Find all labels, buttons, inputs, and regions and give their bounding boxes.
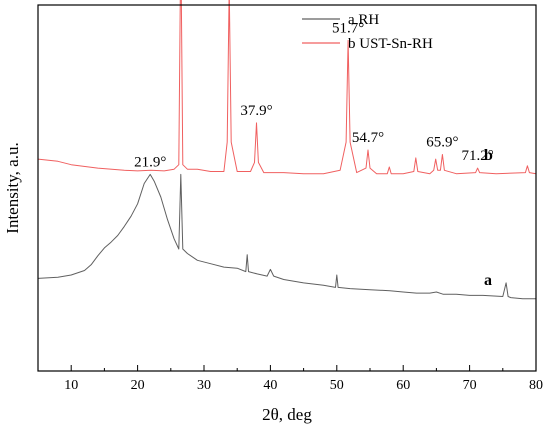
- x-tick-label: 80: [529, 378, 543, 393]
- peak-label: 71.2°: [461, 148, 493, 164]
- peak-label: 65.9°: [426, 135, 458, 151]
- legend: a RH b UST-Sn-RH: [302, 12, 433, 52]
- peak-label: 21.9°: [134, 154, 166, 170]
- x-axis-ticks: 10 20 30 40 50 60 70 80: [37, 365, 543, 393]
- x-axis-title: 2θ, deg: [262, 405, 312, 424]
- x-tick-label: 50: [330, 378, 344, 393]
- x-tick-label: 30: [197, 378, 211, 393]
- x-tick-label: 70: [463, 378, 477, 393]
- series-line-b: [37, 0, 537, 175]
- plot-area: [37, 0, 537, 300]
- plot-frame: [37, 4, 537, 372]
- curve-label-b: b: [484, 147, 493, 164]
- series-line-a: [37, 173, 536, 300]
- peak-annotations: 21.9°26.5°33.8°37.9°51.7°54.7°65.9°71.2°: [134, 20, 494, 170]
- x-tick-label: 40: [263, 378, 277, 393]
- x-tick-label: 20: [131, 378, 145, 393]
- x-tick-label: 10: [64, 378, 78, 393]
- peak-label: 51.7°: [332, 20, 364, 36]
- x-tick-label: 60: [396, 378, 410, 393]
- legend-label: a RH: [348, 12, 379, 28]
- curve-labels: ab: [484, 147, 493, 289]
- curve-label-a: a: [484, 272, 492, 289]
- peak-label: 54.7°: [352, 130, 384, 146]
- legend-label: b UST-Sn-RH: [348, 36, 433, 52]
- peak-label: 37.9°: [240, 103, 272, 119]
- y-axis-title: Intensity, a.u.: [3, 142, 22, 233]
